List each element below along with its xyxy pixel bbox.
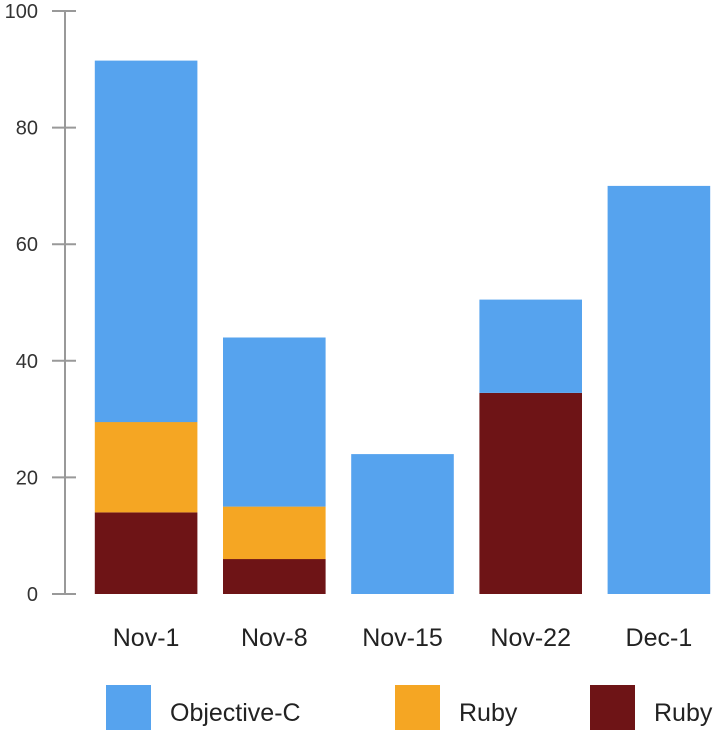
y-tick-label: 100 [5,1,38,23]
legend-swatch [106,685,151,730]
bar-segment [94,512,198,594]
legend-swatch [395,685,440,730]
bar-segment [223,506,326,560]
x-axis-labels: Nov-1 Nov-8 Nov-15 Nov-22 Dec-1 [113,624,692,652]
y-tick-label: 80 [16,118,38,140]
bar-segment [223,559,326,594]
bar-segment [479,299,582,393]
x-category-label: Nov-1 [113,624,180,652]
bar-segment [351,454,454,594]
legend-swatch [590,685,635,730]
y-tick-label: 40 [16,351,38,373]
bar-segment [223,337,326,507]
bar-segment [479,392,582,594]
legend-label: Ruby [654,699,713,727]
y-axis: 0 20 40 60 80 100 [5,1,76,606]
y-tick-label: 0 [27,584,38,606]
y-tick-label: 20 [16,467,38,489]
y-tick-label: 60 [16,234,38,256]
bar-segment [94,60,198,423]
x-category-label: Nov-15 [362,624,443,652]
legend-label: Ruby [459,699,518,727]
legend: Objective-C Ruby Ruby [106,685,713,730]
x-category-label: Nov-22 [490,624,571,652]
legend-label: Objective-C [170,699,301,727]
bar-segment [607,185,711,594]
bars [94,60,711,594]
bar-segment [94,422,198,513]
x-category-label: Dec-1 [626,624,693,652]
x-category-label: Nov-8 [241,624,308,652]
